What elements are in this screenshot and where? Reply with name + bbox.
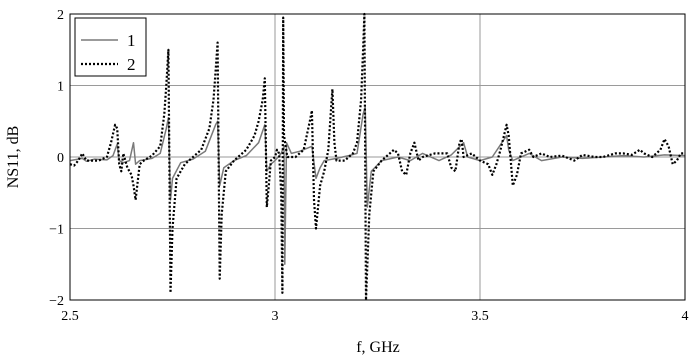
legend: 1 2: [74, 17, 147, 77]
y-tick-label: 2: [57, 8, 64, 23]
series-line-1: [69, 106, 686, 266]
y-axis-label: NS11, dB: [5, 126, 22, 189]
legend-label-1: 1: [127, 31, 136, 50]
legend-box: [74, 17, 147, 77]
y-tick-labels: −2 −1 0 1 2: [49, 8, 64, 309]
legend-label-2: 2: [127, 55, 136, 74]
x-tick-label: 3.5: [471, 309, 489, 324]
y-tick-label: −2: [49, 294, 64, 309]
y-tick-label: 0: [57, 151, 64, 166]
series-line-2: [69, 12, 685, 302]
x-tick-labels: 2.5 3 3.5 4: [61, 309, 688, 324]
series-layer: [69, 12, 686, 302]
y-tick-label: 1: [57, 80, 64, 95]
x-tick-label: 4: [682, 309, 689, 324]
x-tick-label: 3: [272, 309, 279, 324]
x-axis-label: f, GHz: [356, 339, 400, 356]
y-tick-label: −1: [49, 223, 64, 238]
x-tick-label: 2.5: [61, 309, 79, 324]
plot-frame: [69, 13, 686, 301]
grid-lines: [70, 14, 685, 300]
